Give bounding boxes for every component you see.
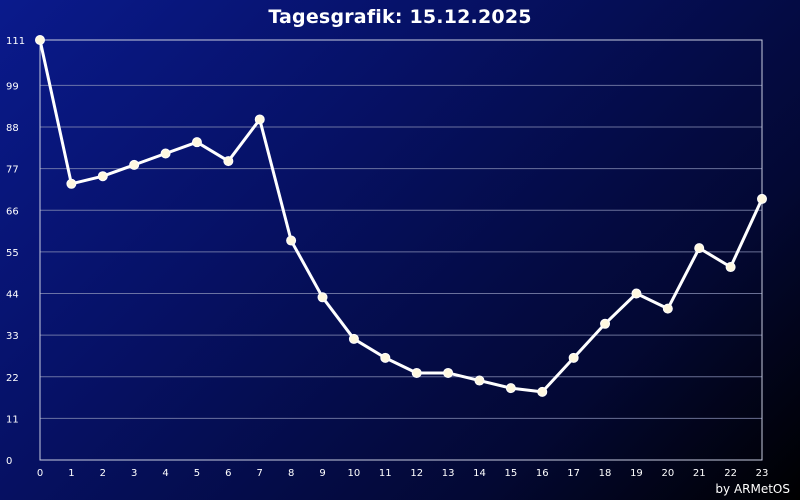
x-tick-label: 7 [257, 468, 263, 479]
y-tick-label: 111 [6, 36, 25, 47]
data-point [474, 375, 485, 386]
x-tick-label: 22 [724, 468, 737, 479]
data-point [725, 262, 736, 273]
data-point [129, 159, 140, 170]
data-point [254, 114, 265, 125]
data-point [286, 235, 297, 246]
data-point [380, 352, 391, 363]
x-tick-label: 15 [505, 468, 518, 479]
data-point [66, 178, 77, 189]
credit-label: by ARMetOS [715, 482, 790, 496]
y-tick-label: 0 [6, 456, 12, 467]
y-tick-label: 66 [6, 206, 19, 217]
data-point [160, 148, 171, 159]
y-tick-label: 22 [6, 373, 19, 384]
data-point [348, 333, 359, 344]
y-tick-label: 44 [6, 290, 19, 301]
data-point [443, 367, 454, 378]
chart-title: Tagesgrafik: 15.12.2025 [268, 6, 532, 28]
y-tick-label: 33 [6, 331, 19, 342]
x-tick-label: 21 [693, 468, 706, 479]
y-tick-label: 99 [6, 81, 19, 92]
data-point [694, 243, 705, 254]
data-point [223, 156, 234, 167]
x-tick-label: 20 [661, 468, 674, 479]
x-tick-label: 4 [162, 468, 168, 479]
x-tick-label: 10 [348, 468, 361, 479]
y-tick-label: 55 [6, 248, 19, 259]
x-tick-label: 0 [37, 468, 43, 479]
x-tick-label: 1 [68, 468, 74, 479]
data-point [568, 352, 579, 363]
y-tick-label: 77 [6, 165, 19, 176]
x-tick-label: 17 [567, 468, 580, 479]
data-point [537, 386, 548, 397]
x-tick-label: 3 [131, 468, 137, 479]
x-tick-label: 2 [100, 468, 106, 479]
x-tick-label: 13 [442, 468, 455, 479]
series-line [38, 39, 764, 394]
x-tick-label: 8 [288, 468, 294, 479]
x-tick-label: 14 [473, 468, 486, 479]
data-point [97, 171, 108, 182]
data-point [631, 288, 642, 299]
data-point [317, 292, 328, 303]
x-tick-label: 11 [379, 468, 392, 479]
y-tick-label: 88 [6, 123, 19, 134]
x-tick-label: 19 [630, 468, 643, 479]
plot-border [39, 39, 763, 461]
data-point [600, 318, 611, 329]
x-tick-label: 23 [756, 468, 769, 479]
x-tick-label: 16 [536, 468, 549, 479]
data-point [757, 193, 767, 204]
data-point [411, 367, 422, 378]
data-point [35, 35, 45, 45]
x-tick-label: 5 [194, 468, 200, 479]
data-point [191, 137, 202, 148]
data-point [505, 383, 516, 394]
data-point [662, 303, 673, 314]
x-tick-label: 12 [410, 468, 423, 479]
y-tick-label: 11 [6, 414, 19, 425]
x-tick-label: 9 [319, 468, 325, 479]
x-tick-label: 18 [599, 468, 612, 479]
x-tick-label: 6 [225, 468, 231, 479]
